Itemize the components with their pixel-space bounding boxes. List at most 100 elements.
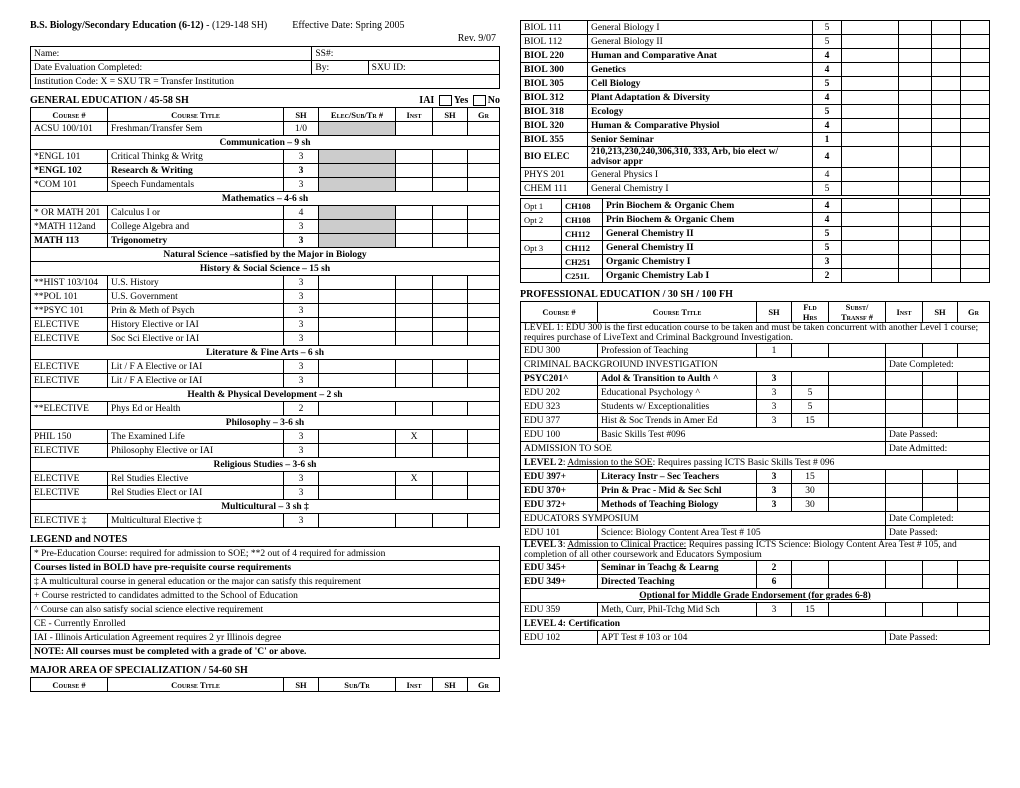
cell: 4 [813,213,842,227]
cell: **ELECTIVE [31,402,108,416]
cell [319,472,396,486]
cell [958,344,990,358]
cell: *ENGL 102 [31,164,108,178]
cell [932,63,961,77]
cell: Literacy Instr – Sec Teachers [598,470,757,484]
page: B.S. Biology/Secondary Education (6-12) … [30,20,990,694]
cell: Speech Fundamentals [108,178,284,192]
hdr-title: Course Title [598,302,757,323]
cell [886,603,923,617]
hdr-inst: Inst [396,108,433,122]
level-row: LEVEL 3: Admission to Clinical Practice:… [521,540,990,561]
table-row: *MATH 112and College Algebra and 3 [31,220,500,234]
cell [468,234,500,248]
table-row: ADMISSION TO SOE Date Admitted: [521,442,990,456]
iai-no-checkbox[interactable] [473,95,486,106]
cell [932,255,961,269]
cell: Hist & Soc Trends in Amer Ed [598,414,757,428]
cell: General Chemistry II [603,227,813,241]
cell [319,514,396,528]
cell [396,234,433,248]
cell: ELECTIVE [31,360,108,374]
cell [396,206,433,220]
cell: Organic Chemistry I [603,255,813,269]
cell: 4 [813,63,842,77]
table-row: C251L Organic Chemistry Lab I 2 [521,269,990,283]
iai-yes-checkbox[interactable] [439,95,452,106]
cell [961,133,990,147]
cell [886,470,923,484]
cell [958,372,990,386]
cell: Trigonometry [108,234,284,248]
cell [932,269,961,283]
opts-table: Opt 1 CH108 Prin Biochem & Organic Chem … [520,198,990,283]
cell [829,400,886,414]
cell [319,486,396,500]
cell [899,199,932,213]
cell [886,561,923,575]
name-field: Name: [31,47,312,61]
cell [899,91,932,105]
cell [433,472,468,486]
cell [842,49,899,63]
cell: Rel Studies Elective [108,472,284,486]
cell [923,414,958,428]
cell [433,164,468,178]
cell: **PSYC 101 [31,304,108,318]
cell [468,486,500,500]
table-row: ELECTIVE Lit / F A Elective or IAI 3 [31,374,500,388]
table-row: CRIMINAL BACKGROIUND INVESTIGATION Date … [521,358,990,372]
cell: Freshman/Transfer Sem [108,122,284,136]
cell [433,290,468,304]
cell [932,35,961,49]
cell [396,164,433,178]
legend-cell: Courses listed in BOLD have pre-requisit… [31,561,500,575]
cell [319,122,396,136]
cell [899,21,932,35]
cell: 3 [757,470,792,484]
cell [319,332,396,346]
cell: EDU 323 [521,400,598,414]
cell [396,318,433,332]
cell [433,402,468,416]
cell: Soc Sci Elective or IAI [108,332,284,346]
cell: CH112 [562,227,603,241]
cell: EDUCATORS SYMPOSIUM [521,512,886,526]
cell [961,269,990,283]
cell: 5 [792,386,829,400]
cell [433,150,468,164]
cell [396,304,433,318]
table-row: EDU 377 Hist & Soc Trends in Amer Ed 3 1… [521,414,990,428]
cell: CH108 [562,213,603,227]
table-row: ACSU 100/101 Freshman/Transfer Sem 1/0 [31,122,500,136]
hdr-sh: SH [757,302,792,323]
cell [886,372,923,386]
cell: The Examined Life [108,430,284,444]
cell: Opt 3 [521,241,562,255]
cell [829,414,886,428]
subhead-math: Mathematics – 4-6 sh [31,192,500,206]
cell: ELECTIVE [31,472,108,486]
cell [396,220,433,234]
table-row: *ENGL 101 Critical Thinkg & Writg 3 [31,150,500,164]
cell [396,374,433,388]
table-row: Opt 1 CH108 Prin Biochem & Organic Chem … [521,199,990,213]
cell [842,63,899,77]
hdr-sh2: SH [923,302,958,323]
cell [521,269,562,283]
cell: BIOL 111 [521,21,588,35]
cell [961,91,990,105]
cell [958,400,990,414]
ss-field: SS#: [312,47,500,61]
cell [958,603,990,617]
cell [319,360,396,374]
cell: Methods of Teaching Biology [598,498,757,512]
cell: 4 [813,49,842,63]
table-row: ELECTIVE History Elective or IAI 3 [31,318,500,332]
lvl3-text: LEVEL 3: Admission to Clinical Practice:… [521,540,990,561]
cell [468,318,500,332]
cell [842,227,899,241]
doc-title: B.S. Biology/Secondary Education (6-12) [30,20,204,31]
cell [433,360,468,374]
cell [932,213,961,227]
